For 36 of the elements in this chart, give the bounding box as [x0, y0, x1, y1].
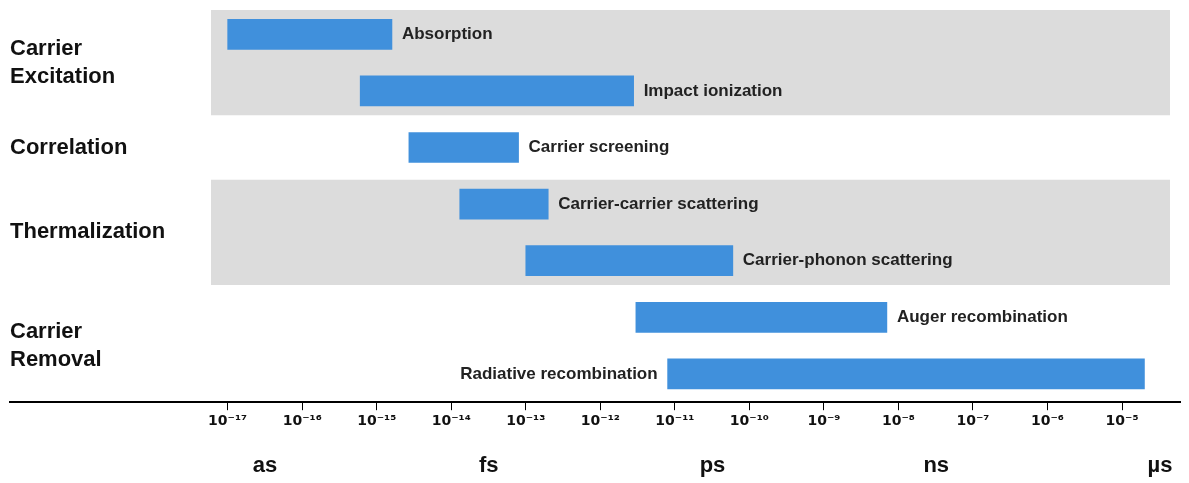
text: fs: [478, 452, 499, 478]
x-tick-label: 10⁻¹⁵: [357, 412, 397, 429]
x-tick-label: 10⁻¹¹: [655, 412, 695, 429]
x-tick-label: 10⁻⁷: [956, 412, 990, 429]
bar: [459, 188, 549, 220]
x-tick-label: 10⁻¹²: [580, 412, 620, 429]
x-tick-label: 10⁻⁵: [1105, 412, 1139, 429]
bar: [408, 132, 519, 163]
y-tick-label: Carrier-carrier scattering: [558, 193, 759, 213]
text: ns: [923, 452, 950, 478]
y-tick-label: Carrier-phonon scattering: [742, 250, 953, 270]
y-tick-label: Radiative recombination: [460, 363, 658, 383]
annotation: Correlation: [10, 133, 128, 159]
annotation: Thermalization: [10, 218, 166, 244]
text: µs: [1147, 452, 1173, 478]
y-tick-label: Absorption: [401, 23, 493, 43]
x-tick-label: 10⁻⁶: [1030, 412, 1064, 429]
x-tick-label: 10⁻¹³: [506, 412, 546, 429]
text: as: [252, 452, 278, 478]
bar: [359, 75, 634, 107]
y-tick-label: Carrier screening: [528, 137, 670, 157]
bar: [227, 18, 393, 50]
annotation: Carrier Removal: [10, 317, 102, 371]
x-tick-label: 10⁻¹⁰: [729, 412, 769, 429]
y-tick-label: Impact ionization: [643, 80, 783, 100]
x-tick-label: 10⁻¹⁴: [431, 412, 471, 429]
bar: [525, 245, 734, 277]
text: ps: [699, 452, 726, 478]
bar: [635, 301, 888, 333]
annotation: Carrier Excitation: [10, 34, 116, 88]
x-tick-label: 10⁻⁹: [807, 412, 841, 429]
y-tick-label: Auger recombination: [896, 306, 1068, 326]
x-tick-label: 10⁻¹⁶: [282, 412, 322, 429]
x-tick-label: 10⁻⁸: [881, 412, 915, 429]
x-tick-label: 10⁻¹⁷: [208, 412, 248, 429]
bar: [667, 358, 1145, 390]
